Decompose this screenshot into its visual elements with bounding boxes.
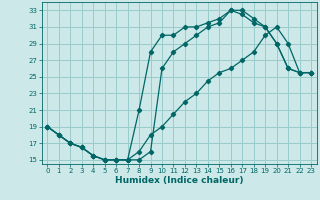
X-axis label: Humidex (Indice chaleur): Humidex (Indice chaleur) <box>115 176 244 185</box>
